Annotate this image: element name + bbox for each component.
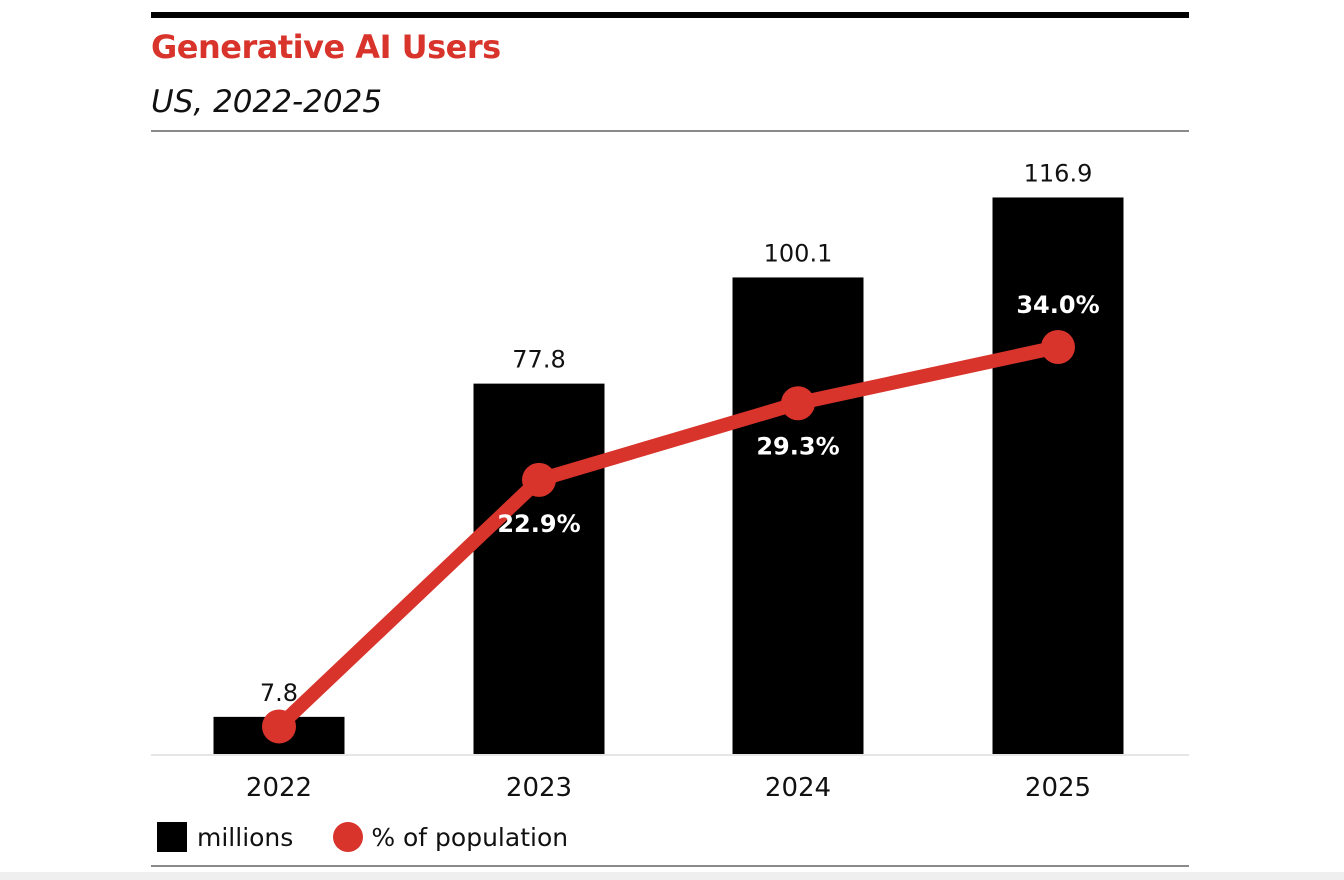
bar-value-label-2025: 116.9 (1024, 159, 1093, 187)
percent-point-2022 (262, 709, 296, 744)
percent-point-2025 (1041, 330, 1075, 364)
bar-2025 (992, 197, 1124, 754)
footer-strip (0, 872, 1344, 880)
percent-label-2025: 34.0% (1016, 291, 1099, 319)
x-tick-label-2022: 2022 (246, 773, 312, 803)
percent-label-2023: 22.9% (497, 510, 580, 538)
x-tick-label-2024: 2024 (765, 773, 831, 803)
bar-value-label-2023: 77.8 (512, 346, 565, 374)
percent-label-2024: 29.3% (756, 432, 839, 460)
bottom-rule (151, 865, 1189, 867)
percent-point-2023 (522, 462, 556, 497)
legend-dot-swatch (333, 822, 364, 852)
top-rule (151, 12, 1189, 18)
percent-point-2024 (781, 386, 815, 421)
legend-bar-swatch (157, 822, 187, 852)
x-tick-label-2023: 2023 (506, 773, 572, 803)
legend-label-millions: millions (197, 822, 294, 852)
bar-value-label-2022: 7.8 (260, 679, 298, 707)
subtitle-rule (151, 130, 1189, 132)
bar-value-label-2024: 100.1 (764, 239, 833, 267)
chart-title: Generative AI Users (151, 28, 501, 66)
bar-2023 (473, 383, 605, 754)
chart-subtitle: US, 2022-2025 (151, 84, 383, 120)
legend: millions % of population (157, 822, 568, 852)
percent-line (272, 340, 1065, 734)
bar-2024 (732, 277, 864, 754)
x-tick-label-2025: 2025 (1025, 773, 1091, 803)
legend-label-percent: % of population (371, 822, 569, 852)
